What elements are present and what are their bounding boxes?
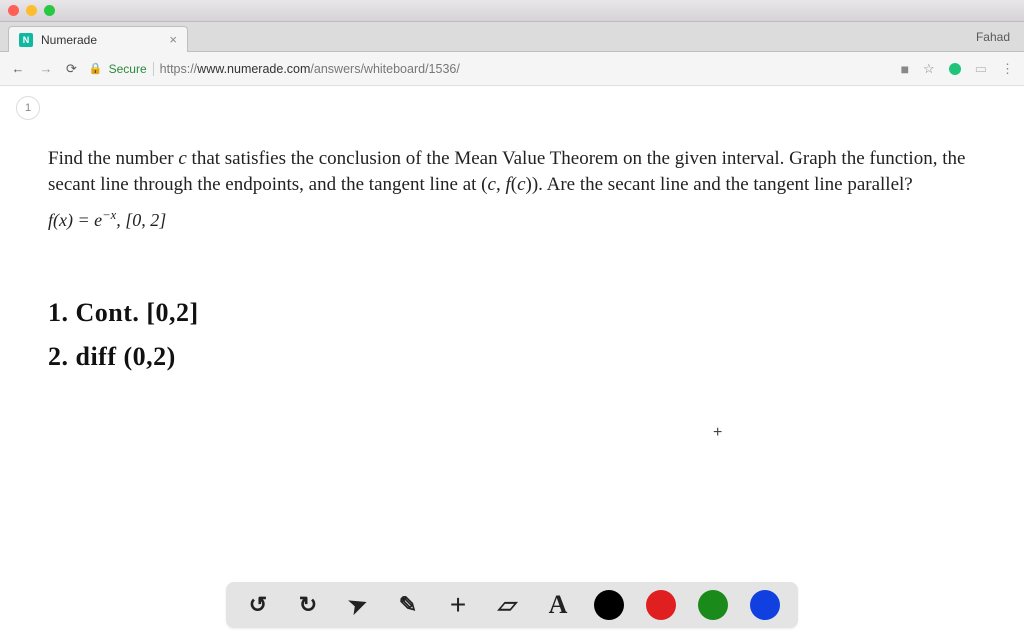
color-green[interactable] [698,590,728,620]
handwriting: 1. Cont. [0,2] 2. diff (0,2) [48,291,199,379]
color-blue[interactable] [750,590,780,620]
secure-label: Secure [109,62,154,76]
toolbar-right: ■ ☆ ▭ ⋮ [901,61,1014,77]
handwriting-line-2: 2. diff (0,2) [48,335,199,379]
url-path: /answers/whiteboard/1536/ [310,62,459,76]
back-button[interactable]: ← [10,61,26,76]
add-tool[interactable]: + [444,591,472,619]
close-tab-icon[interactable]: × [169,32,177,47]
browser-tab[interactable]: N Numerade × [8,26,188,52]
page-number-badge[interactable]: 1 [16,96,40,120]
extension-icon[interactable] [949,63,961,75]
redo-button[interactable]: ↻ [294,591,322,619]
url-field[interactable]: 🔒 Secure https://www.numerade.com/answer… [89,62,889,76]
tab-strip: N Numerade × Fahad [0,22,1024,52]
page-icon[interactable]: ▭ [975,61,987,77]
menu-icon[interactable]: ⋮ [1001,61,1014,77]
camera-icon[interactable]: ■ [901,61,909,77]
minimize-window-dot[interactable] [26,5,37,16]
pointer-tool[interactable]: ➤ [340,587,376,623]
page-content: 1 Find the number c that satisfies the c… [0,86,1024,640]
crosshair-cursor-icon: + [713,424,722,442]
problem-statement: Find the number c that satisfies the con… [48,146,1004,233]
favicon: N [19,33,33,47]
tab-title: Numerade [41,33,97,47]
window-controls [8,5,55,16]
url-host: www.numerade.com [197,62,310,76]
url-scheme: https:// [160,62,198,76]
color-red[interactable] [646,590,676,620]
whiteboard-toolbar: ↺ ↻ ➤ ✎ + ▱ A [226,582,798,628]
text-tool[interactable]: A [544,591,572,619]
eraser-tool[interactable]: ▱ [489,591,526,619]
forward-button[interactable]: → [38,61,54,76]
color-black[interactable] [594,590,624,620]
close-window-dot[interactable] [8,5,19,16]
undo-button[interactable]: ↺ [244,591,272,619]
handwriting-line-1: 1. Cont. [0,2] [48,291,199,335]
profile-label[interactable]: Fahad [976,30,1010,44]
reload-button[interactable]: ⟳ [66,61,77,77]
bookmark-star-icon[interactable]: ☆ [923,61,935,77]
maximize-window-dot[interactable] [44,5,55,16]
macos-titlebar [0,0,1024,22]
address-bar: ← → ⟳ 🔒 Secure https://www.numerade.com/… [0,52,1024,86]
pencil-tool[interactable]: ✎ [394,591,422,619]
lock-icon: 🔒 [89,62,103,75]
problem-function: f(x) = e−x, [0, 2] [48,207,1004,232]
problem-text: Find the number c that satisfies the con… [48,146,1004,197]
